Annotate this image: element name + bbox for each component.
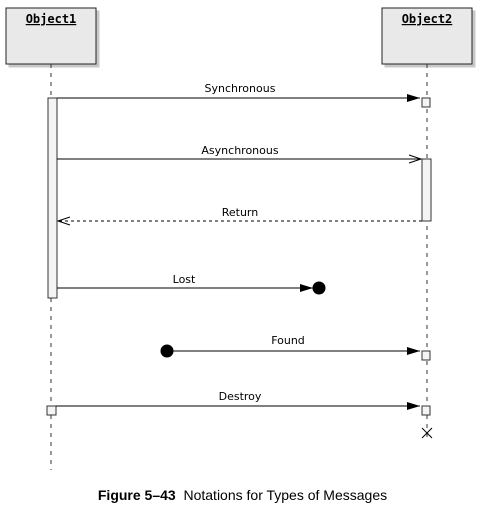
synchronous-message: Synchronous [57,82,431,108]
object2-label: Object2 [402,12,453,26]
open-arrowhead-icon [408,154,423,164]
object2-activation-small [421,97,431,108]
asynchronous-message: Asynchronous [57,144,423,164]
return-label: Return [222,206,259,219]
asynchronous-label: Asynchronous [201,144,278,157]
destroy-label: Destroy [219,390,262,403]
filled-arrowhead-icon [407,402,420,410]
object1-label: Object1 [26,12,77,26]
found-message: Found [160,334,431,361]
lost-label: Lost [173,273,196,286]
object2-activation-bar [421,158,432,222]
filled-arrowhead-icon [300,284,313,292]
lost-message: Lost [57,273,326,295]
figure-caption: Figure 5–43 Notations for Types of Messa… [0,487,485,503]
object1-activation-small [46,405,57,416]
open-arrowhead-icon [56,216,71,226]
destroy-x-icon [421,427,433,439]
found-label: Found [271,334,305,347]
object2-activation-small [421,350,431,361]
return-message: Return [56,206,422,226]
object1-box: Object1 [5,7,97,65]
object1-activation-bar [47,97,58,299]
filled-arrowhead-icon [407,347,420,355]
figure-caption-text: Notations for Types of Messages [183,487,388,503]
object2-activation-small [421,405,431,416]
destroy-message: Destroy [46,390,433,439]
figure-number: Figure 5–43 [97,487,176,503]
filled-arrowhead-icon [407,94,420,102]
object2-box: Object2 [381,7,473,65]
lost-endpoint-icon [312,281,326,295]
synchronous-label: Synchronous [205,82,276,95]
